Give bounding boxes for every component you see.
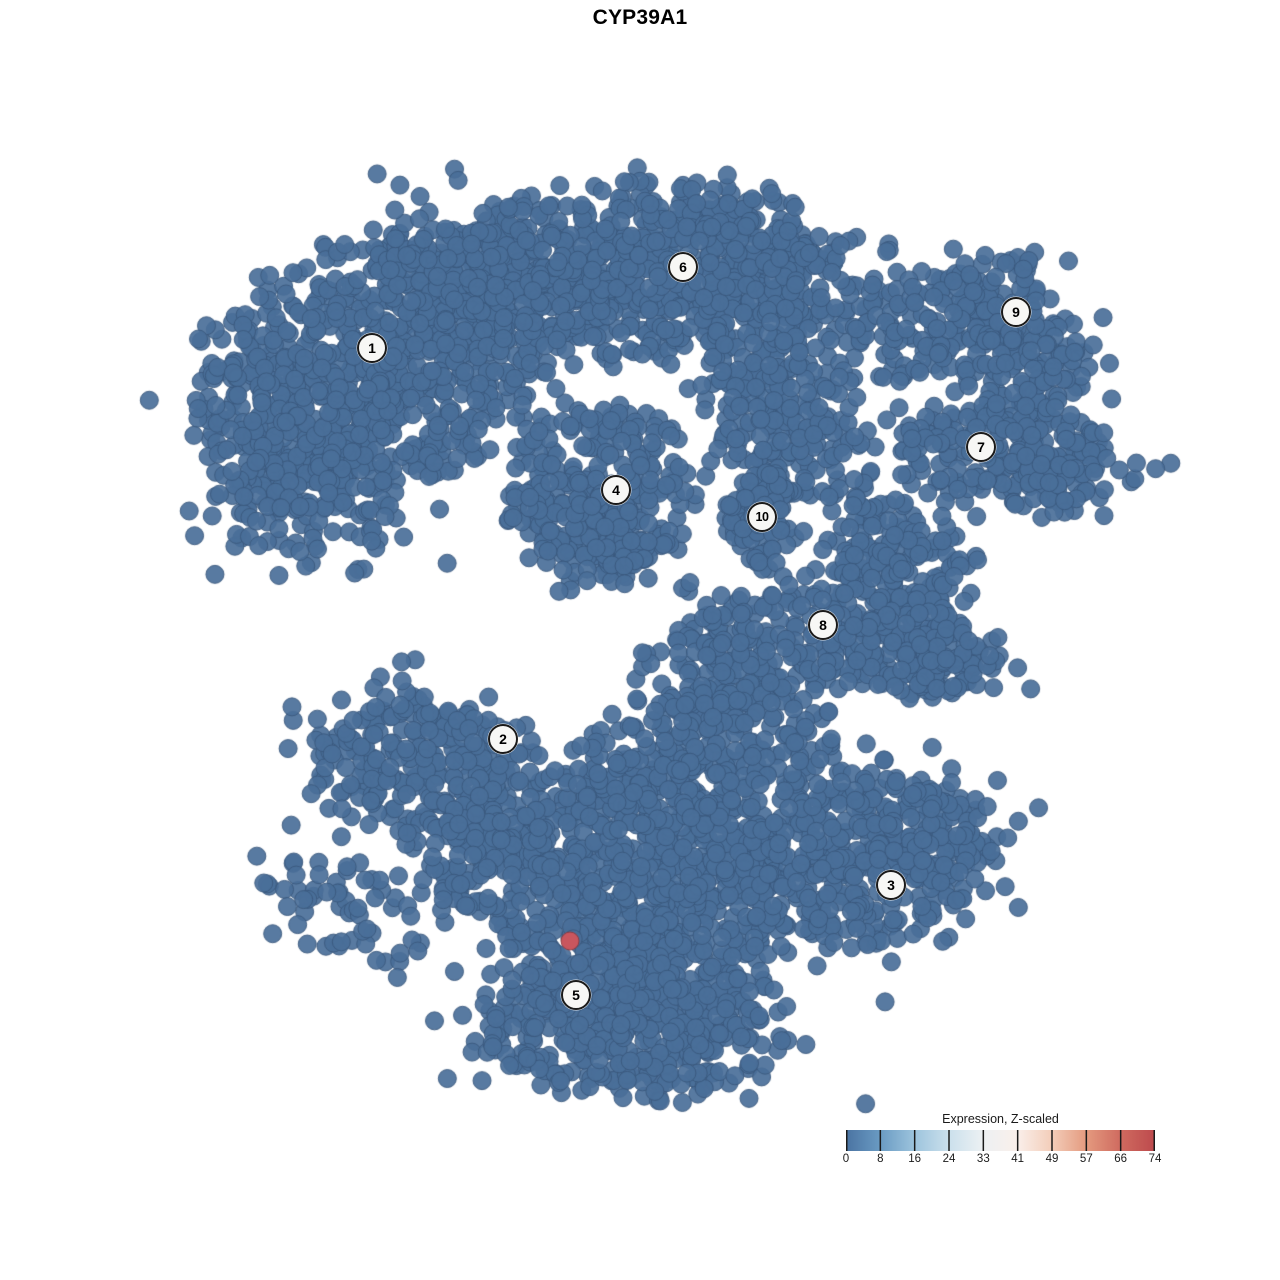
colorbar-tick-57: 57 — [1079, 1153, 1093, 1165]
cluster-label-6[interactable]: 6 — [668, 252, 698, 282]
colorbar-tick-labels: 0 8 16 24 33 41 49 57 66 74 — [842, 1153, 1162, 1169]
colorbar-tick-0: 0 — [842, 1153, 850, 1165]
colorbar-tick-33: 33 — [976, 1153, 990, 1165]
cluster-label-3[interactable]: 3 — [876, 870, 906, 900]
cluster-label-5[interactable]: 5 — [561, 980, 591, 1010]
cluster-label-8[interactable]: 8 — [808, 610, 838, 640]
colorbar-tick-24: 24 — [942, 1153, 956, 1165]
cluster-label-7[interactable]: 7 — [966, 432, 996, 462]
colorbar-wrapper — [846, 1130, 1155, 1151]
cluster-label-1[interactable]: 1 — [357, 333, 387, 363]
colorbar-gradient[interactable] — [846, 1130, 1155, 1151]
colorbar-tick-41: 41 — [1011, 1153, 1025, 1165]
cluster-label-9[interactable]: 9 — [1001, 297, 1031, 327]
cluster-label-4[interactable]: 4 — [601, 475, 631, 505]
colorbar-tick-74: 74 — [1148, 1153, 1162, 1165]
colorbar-tick-49: 49 — [1045, 1153, 1059, 1165]
legend-title: Expression, Z-scaled — [942, 1112, 1059, 1126]
colorbar-tick-16: 16 — [908, 1153, 922, 1165]
cluster-label-10[interactable]: 10 — [747, 502, 777, 532]
cluster-label-2[interactable]: 2 — [488, 724, 518, 754]
colorbar-tick-66: 66 — [1114, 1153, 1128, 1165]
colorbar-tick-8: 8 — [877, 1153, 884, 1165]
expression-legend: Expression, Z-scaled 0 8 16 24 33 41 49 57 66 74 — [842, 1112, 1166, 1169]
